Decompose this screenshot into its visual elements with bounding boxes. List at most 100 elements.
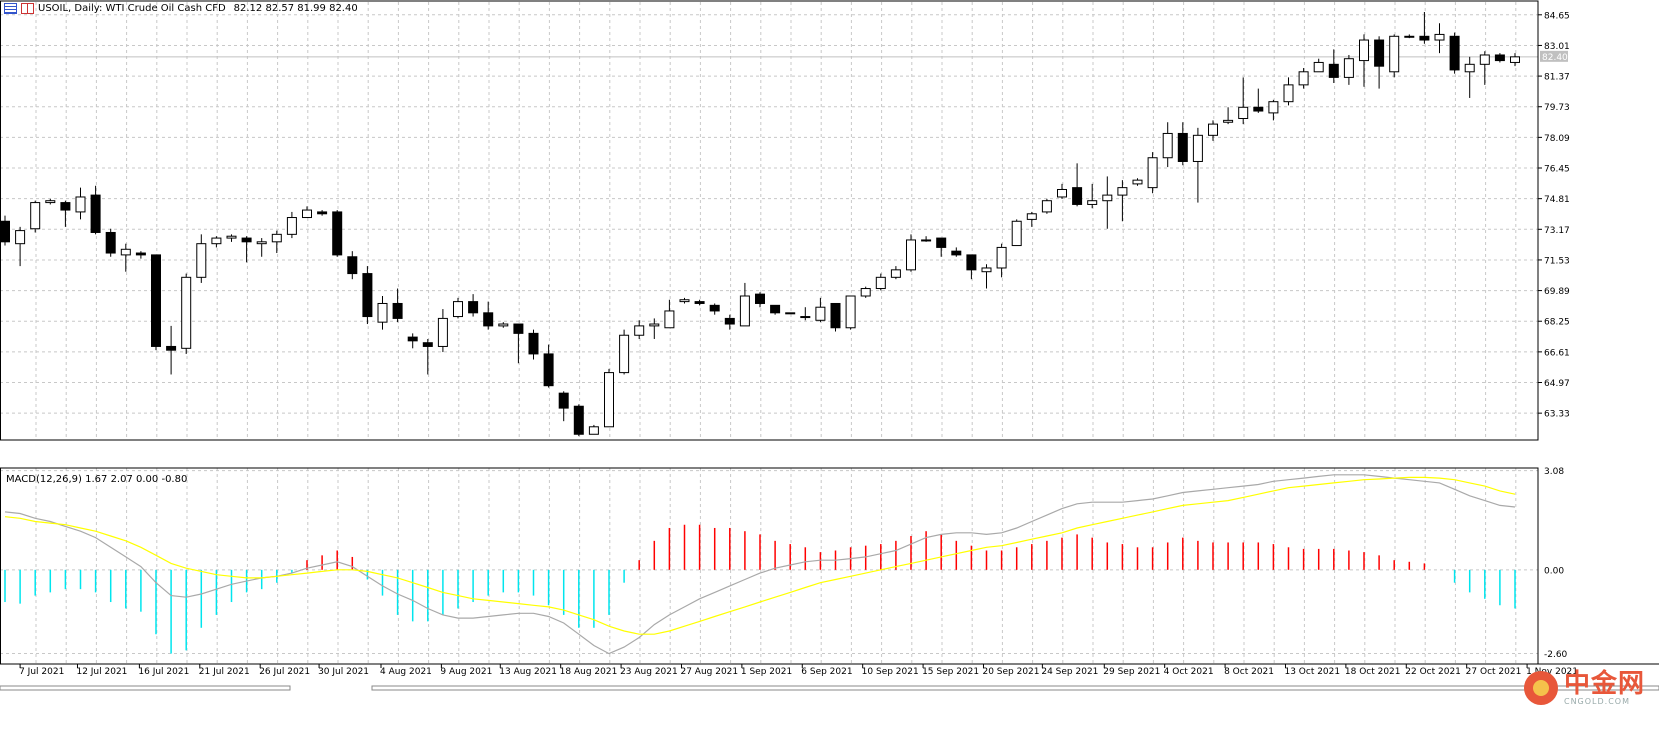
date-tick-label: 18 Oct 2021 [1345,667,1401,677]
bull-candle [634,320,645,339]
candle-body [694,301,705,304]
chart-menu-icon[interactable] [4,3,17,14]
candle-body [271,233,282,243]
candle-body [558,392,569,409]
date-tick-label: 29 Sep 2021 [1103,667,1160,677]
candle-body [513,323,524,334]
date-tick-label: 4 Oct 2021 [1164,667,1214,677]
watermark-cn: 中金网 [1563,668,1645,699]
frame [0,0,1659,691]
bear-candle [694,299,705,306]
candle-body [1419,35,1430,41]
current-price-label: 82.40 [1542,53,1568,63]
price-tick-label: 79.73 [1544,103,1570,113]
date-tick-label: 27 Aug 2021 [680,667,738,677]
candle-body [256,241,267,245]
candle-body [135,252,146,256]
candle-body [75,196,86,213]
candle-body [845,295,856,329]
bull-candle [498,322,509,328]
candle-body [649,323,660,327]
candle-body [1072,187,1083,205]
bear-candle [558,391,569,422]
bull-candle [1057,183,1067,199]
bull-candle [377,296,388,330]
bear-candle [60,200,71,227]
price-tick-label: 66.61 [1544,348,1570,358]
candle-body [936,237,947,248]
candle-body [588,426,599,435]
date-tick-label: 1 Nov 2021 [1526,667,1578,677]
bull-candle [453,297,463,319]
bear-candle [317,210,328,216]
candle-body [392,302,403,319]
watermark-logo: 中金网 CNGOLD.COM [1523,668,1645,708]
bear-candle [1072,163,1083,207]
bear-candle [1374,36,1385,89]
bull-candle [1404,34,1415,39]
bear-candle [724,314,735,330]
current-price-label-bg [1540,50,1568,62]
scrollbar-right [371,685,1659,691]
chart-type-icon[interactable] [21,3,34,14]
bull-candle [1087,183,1098,209]
candle-body [739,295,750,327]
bear-candle [770,304,781,315]
date-tick-label: 9 Aug 2021 [440,667,492,677]
bull-candle [1223,107,1234,125]
bear-candle [392,288,403,323]
candle-body [679,299,690,303]
candle-body [1253,106,1264,112]
bull-candle [1343,54,1354,85]
bull-candle [890,266,901,280]
date-tick-label: 15 Sep 2021 [922,667,979,677]
bull-candle [45,198,56,205]
bull-candle [845,295,856,330]
candle-body [1041,200,1052,213]
bull-candle [785,312,796,315]
macd-panel [4,474,1516,655]
date-tick-label: 22 Oct 2021 [1405,667,1461,677]
candle-body [1132,179,1143,185]
bull-candle [1434,23,1445,54]
candle-body [1011,220,1022,247]
bear-candle [135,251,146,259]
bear-candle [1419,12,1430,44]
candle-body [1087,200,1098,205]
bull-candle [120,243,131,272]
date-tick-label: 10 Sep 2021 [862,667,919,677]
candle-body [241,237,252,243]
bull-candle [1359,34,1369,87]
price-tick-label: 63.33 [1544,410,1570,420]
candle-body [498,323,509,327]
bear-candle [332,210,343,257]
date-tick-label: 26 Jul 2021 [259,667,310,677]
candle-body [286,217,297,235]
candle-body [1389,35,1400,73]
bull-candle [1464,56,1475,98]
candle-body [166,345,177,351]
bear-candle [966,254,977,280]
macd-tick-label: 0.00 [1544,566,1564,576]
price-tick-label: 71.53 [1544,256,1570,266]
candle-body [468,301,479,314]
candle-body [906,239,916,271]
candle-body [770,304,781,314]
date-tick-label: 21 Jul 2021 [199,667,250,677]
candle-body [181,276,192,349]
candle-body [1192,134,1203,162]
bull-candle [739,282,750,327]
bear-candle [1494,53,1505,63]
macd-tick-label: 3.08 [1544,467,1564,477]
candle-body [1404,35,1415,38]
price-tick-label: 73.17 [1544,226,1570,236]
price-tick-label: 81.37 [1544,73,1570,83]
candle-body [634,325,645,336]
price-panel-frame [0,0,1539,441]
candle-body [981,267,992,273]
bull-candle [1313,58,1324,73]
bull-candle [1041,198,1052,214]
date-tick-label: 30 Jul 2021 [318,667,369,677]
